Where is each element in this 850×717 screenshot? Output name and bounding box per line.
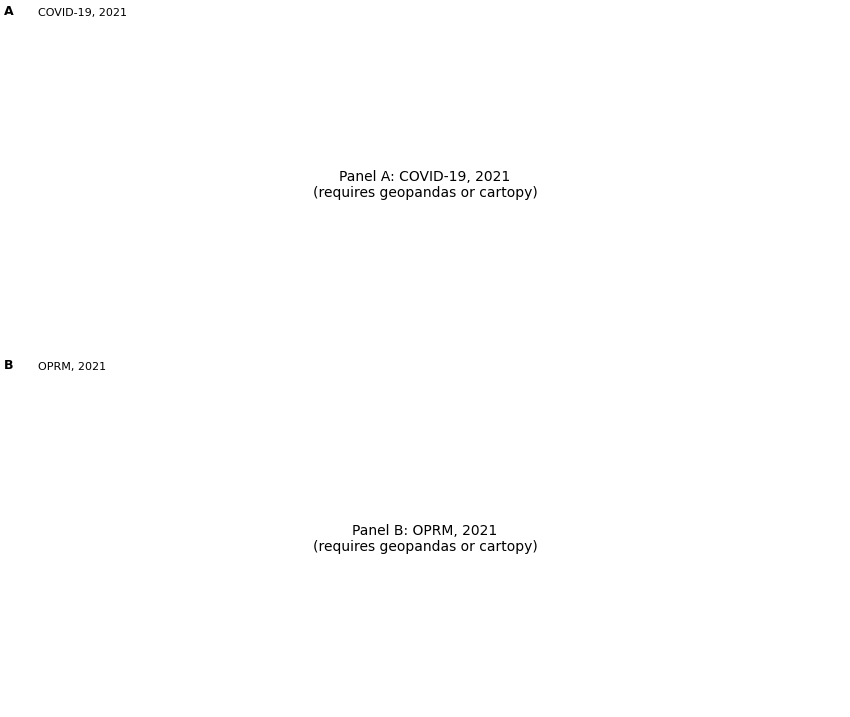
Text: Panel A: COVID-19, 2021
(requires geopandas or cartopy): Panel A: COVID-19, 2021 (requires geopan… [313, 170, 537, 200]
Text: B: B [4, 359, 14, 372]
Text: OPRM, 2021: OPRM, 2021 [38, 362, 106, 372]
Text: Panel B: OPRM, 2021
(requires geopandas or cartopy): Panel B: OPRM, 2021 (requires geopandas … [313, 524, 537, 554]
Text: A: A [4, 5, 14, 18]
Text: COVID-19, 2021: COVID-19, 2021 [38, 8, 128, 18]
